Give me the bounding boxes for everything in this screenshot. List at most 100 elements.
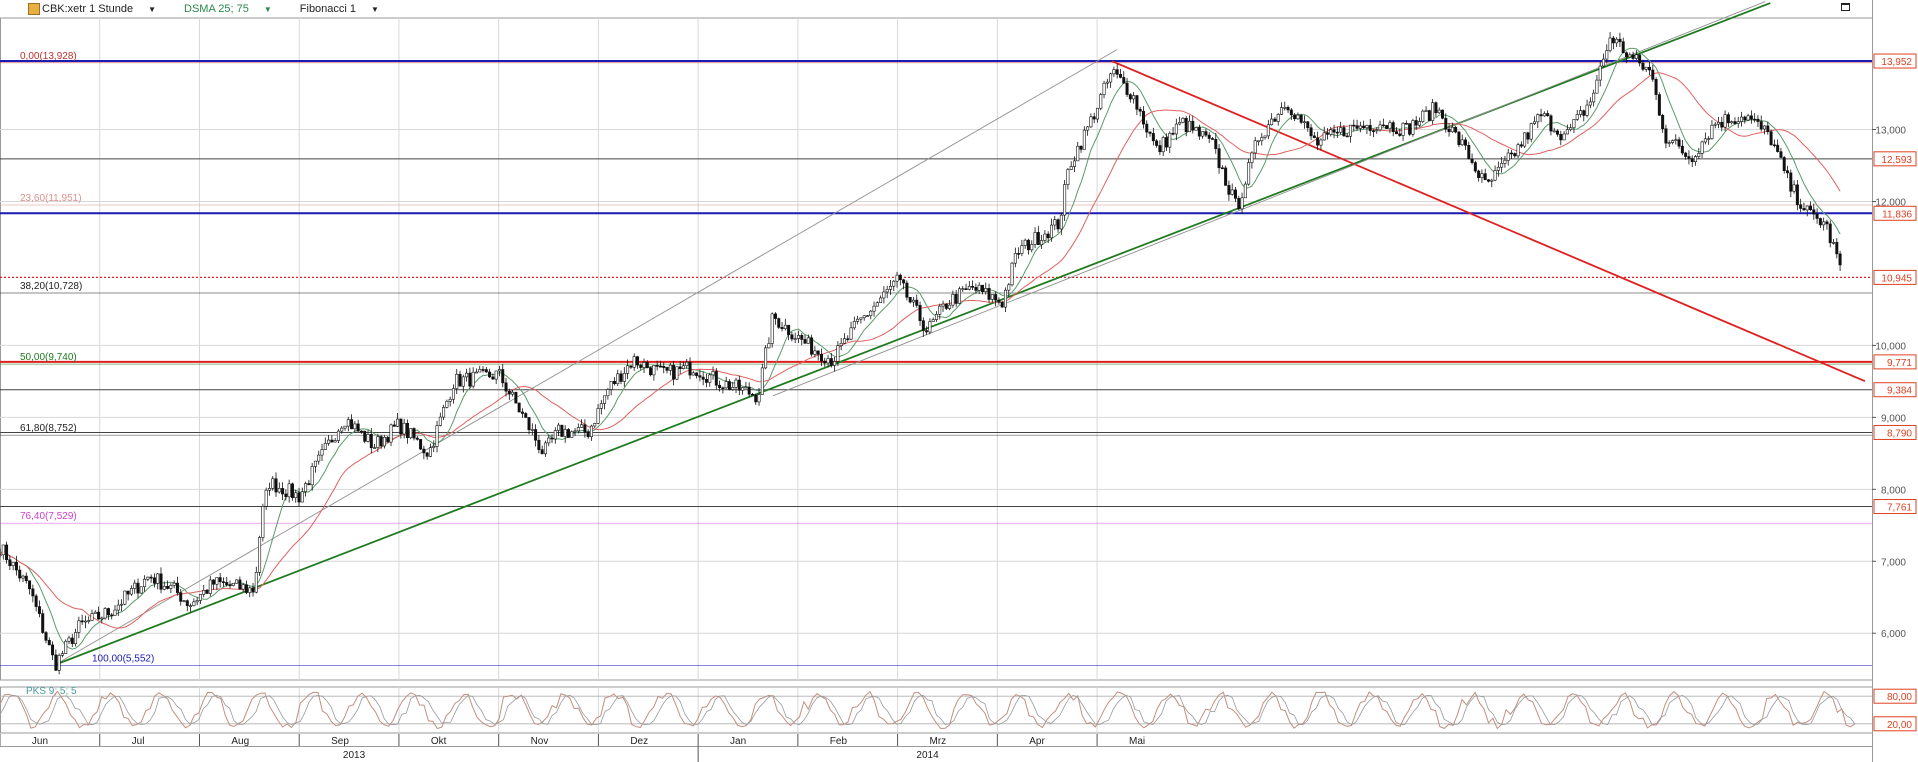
candle-body	[1151, 133, 1155, 142]
candle-body	[87, 620, 91, 622]
candle-body	[422, 448, 426, 454]
fibonacci-level-label: 23,60(11,951)	[20, 193, 82, 204]
candle-body	[1519, 144, 1523, 147]
candle-body	[504, 382, 508, 392]
candle-body	[1608, 37, 1612, 51]
candle-body	[24, 575, 28, 582]
candle-body	[997, 299, 1001, 303]
candle-body	[474, 371, 478, 374]
candle-body	[793, 338, 797, 340]
candle-body	[1588, 101, 1592, 106]
symbol-selector[interactable]: CBK:xetr 1 Stunde ▼	[42, 3, 170, 15]
candle-body	[1276, 114, 1280, 122]
candle-body	[1118, 74, 1122, 78]
candle-body	[589, 425, 593, 438]
candle-body	[987, 288, 991, 300]
candle-body	[816, 350, 820, 355]
month-label: Jan	[730, 736, 746, 747]
candle-body	[5, 544, 9, 560]
month-label: Jul	[132, 736, 145, 747]
candle-body	[974, 287, 978, 291]
candle-body	[629, 365, 633, 368]
candle-body	[566, 429, 570, 438]
dropdown-arrow-icon: ▼	[263, 5, 272, 14]
candle-body	[1109, 73, 1113, 83]
candle-body	[829, 358, 833, 366]
candle-body	[1079, 145, 1083, 150]
candle-body	[1615, 38, 1619, 44]
candle-body	[1503, 159, 1507, 164]
candle-body	[635, 356, 639, 366]
candle-body	[290, 483, 294, 498]
candle-body	[1414, 120, 1418, 126]
candle-body	[1099, 94, 1103, 109]
candle-body	[1694, 156, 1698, 163]
candle-body	[1700, 141, 1704, 154]
candle-body	[737, 379, 741, 391]
candle-body	[790, 334, 794, 340]
candle-body	[110, 614, 114, 617]
year-label: 2014	[916, 750, 939, 761]
candle-body	[1049, 224, 1053, 239]
candle-body	[1207, 134, 1211, 139]
candle-body	[826, 358, 830, 364]
candle-body	[67, 637, 71, 642]
candle-body	[842, 338, 846, 344]
candle-body	[520, 411, 524, 414]
candle-body	[1072, 160, 1076, 167]
candle-body	[195, 600, 199, 603]
candle-body	[287, 483, 291, 498]
candle-body	[1664, 128, 1668, 144]
candle-body	[1181, 117, 1185, 123]
candle-body	[1582, 110, 1586, 116]
candle-body	[172, 582, 176, 586]
candle-body	[1095, 107, 1099, 120]
candle-body	[1552, 130, 1556, 133]
candle-body	[1835, 242, 1839, 255]
candle-body	[1345, 135, 1349, 138]
maximize-icon[interactable]	[1841, 3, 1850, 11]
y-tick-label: 10,000	[1875, 341, 1906, 352]
month-label: Jun	[32, 736, 48, 747]
candle-body	[1654, 79, 1658, 95]
candle-body	[83, 620, 87, 623]
candle-body	[143, 578, 147, 588]
candle-body	[534, 429, 538, 441]
candle-body	[254, 572, 258, 593]
candle-body	[1148, 131, 1152, 134]
oscillator-level-label: 80,00	[1887, 692, 1912, 703]
candle-body	[313, 460, 317, 467]
candle-body	[665, 367, 669, 371]
candle-body	[251, 587, 255, 593]
candle-body	[698, 375, 702, 378]
candle-body	[244, 584, 248, 593]
candle-body	[859, 317, 863, 320]
candle-body	[1703, 138, 1707, 143]
candle-body	[1437, 109, 1441, 114]
month-label: Mai	[1129, 736, 1145, 747]
price-level-label: 12,593	[1881, 155, 1912, 166]
candle-body	[672, 364, 676, 380]
candle-body	[284, 493, 288, 498]
candle-body	[836, 345, 840, 362]
oscillator-panel: 80,00 20,00 PKS 9; 5; 5	[0, 686, 1917, 732]
fibonacci-selector[interactable]: Fibonacci 1 ▼	[300, 3, 393, 15]
candle-body	[823, 360, 827, 364]
candle-body	[0, 554, 2, 557]
trend-line-support	[54, 2, 1771, 666]
candle-body	[1092, 116, 1096, 120]
candle-body	[320, 449, 324, 456]
candle-body	[586, 431, 590, 438]
candle-body	[1358, 125, 1362, 129]
candle-body	[1302, 121, 1306, 124]
candle-body	[166, 585, 170, 589]
candle-body	[570, 431, 574, 438]
candle-body	[560, 424, 564, 437]
price-level-label: 8,790	[1887, 428, 1912, 439]
candle-body	[1467, 145, 1471, 160]
chart-toolbar: CBK:xetr 1 Stunde ▼ DSMA 25; 75 ▼ Fibonacc…	[0, 0, 407, 18]
candle-body	[1158, 145, 1162, 153]
indicator-selector[interactable]: DSMA 25; 75 ▼	[184, 3, 286, 15]
candle-body	[1404, 122, 1408, 125]
